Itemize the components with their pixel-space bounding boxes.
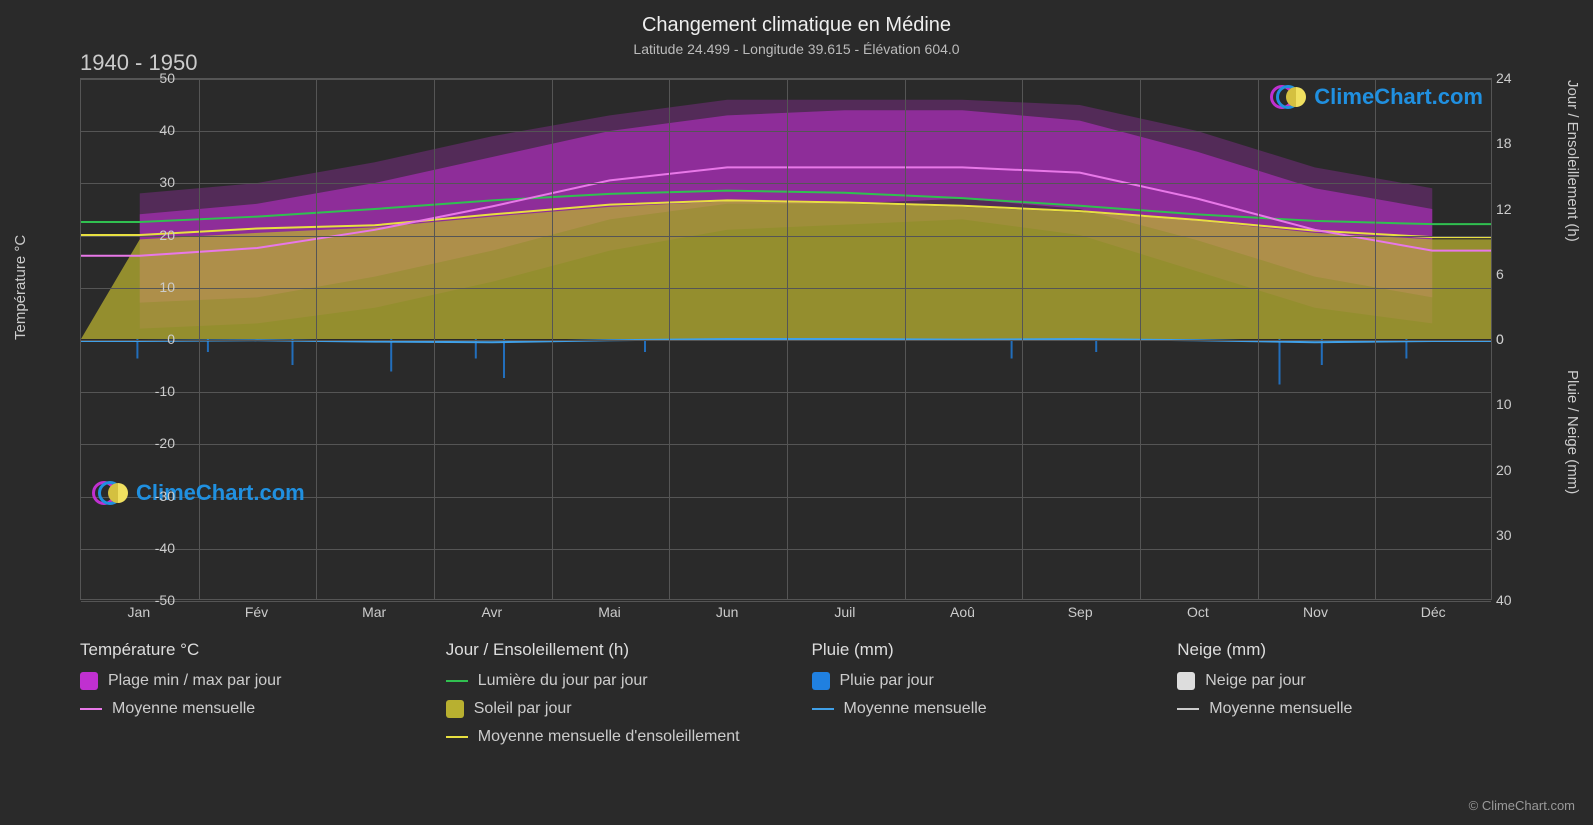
legend-line-icon [812, 708, 834, 710]
x-tick-month: Mai [598, 604, 621, 620]
chart-title: Changement climatique en Médine [0, 0, 1593, 37]
legend-line-icon [446, 736, 468, 738]
legend-item: Moyenne mensuelle d'ensoleillement [446, 728, 782, 746]
y-tick-right-bottom: 40 [1496, 592, 1512, 608]
y-tick-left: 30 [85, 174, 175, 190]
x-tick-month: Jan [128, 604, 151, 620]
legend-group: Température °C Plage min / max par jour Mo… [80, 640, 416, 756]
x-tick-month: Jun [716, 604, 739, 620]
x-tick-month: Sep [1068, 604, 1093, 620]
watermark-text: ClimeChart.com [1314, 84, 1483, 110]
legend-item: Pluie par jour [812, 672, 1148, 690]
legend-label: Moyenne mensuelle [1209, 700, 1352, 718]
legend-item: Soleil par jour [446, 700, 782, 718]
chart-svg [81, 79, 1491, 599]
legend-swatch-icon [1177, 672, 1195, 690]
x-tick-month: Fév [245, 604, 268, 620]
y-tick-right-bottom: 10 [1496, 396, 1512, 412]
legend-label: Plage min / max par jour [108, 672, 281, 690]
x-tick-month: Aoû [950, 604, 975, 620]
y-tick-right-top: 6 [1496, 266, 1504, 282]
y-tick-right-top: 12 [1496, 201, 1512, 217]
legend-item: Plage min / max par jour [80, 672, 416, 690]
legend-item: Moyenne mensuelle [812, 700, 1148, 718]
logo-icon [1270, 84, 1308, 110]
y-tick-right-top: 24 [1496, 70, 1512, 86]
legend-group: Jour / Ensoleillement (h) Lumière du jour… [446, 640, 782, 756]
plot-area [80, 78, 1492, 600]
y-axis-left-label: Température °C [12, 235, 29, 340]
y-tick-left: 40 [85, 122, 175, 138]
y-tick-left: 10 [85, 279, 175, 295]
y-tick-right-bottom: 30 [1496, 527, 1512, 543]
y-tick-left: 20 [85, 227, 175, 243]
legend-item: Lumière du jour par jour [446, 672, 782, 690]
copyright: © ClimeChart.com [1469, 798, 1575, 813]
y-tick-left: -10 [85, 383, 175, 399]
legend-group-title: Pluie (mm) [812, 640, 1148, 660]
climate-chart: Changement climatique en Médine Latitude… [0, 0, 1593, 825]
y-tick-left: 50 [85, 70, 175, 86]
y-tick-left: 0 [85, 331, 175, 347]
legend-group: Neige (mm) Neige par jour Moyenne mensuell… [1177, 640, 1513, 756]
chart-subtitle: Latitude 24.499 - Longitude 39.615 - Élé… [0, 37, 1593, 57]
legend-group-title: Neige (mm) [1177, 640, 1513, 660]
legend-label: Neige par jour [1205, 672, 1306, 690]
legend-label: Moyenne mensuelle [844, 700, 987, 718]
y-tick-left: -20 [85, 435, 175, 451]
legend-swatch-icon [812, 672, 830, 690]
legend-label: Moyenne mensuelle d'ensoleillement [478, 728, 740, 746]
y-tick-right-bottom: 20 [1496, 462, 1512, 478]
watermark-top: ClimeChart.com [1270, 84, 1483, 110]
y-axis-right-bottom-label: Pluie / Neige (mm) [1564, 370, 1581, 494]
x-tick-month: Nov [1303, 604, 1328, 620]
y-tick-right-top: 18 [1496, 135, 1512, 151]
x-tick-month: Déc [1421, 604, 1446, 620]
y-axis-right-top-label: Jour / Ensoleillement (h) [1564, 80, 1581, 242]
y-tick-right-bottom: 0 [1496, 331, 1504, 347]
legend-group-title: Température °C [80, 640, 416, 660]
legend-label: Lumière du jour par jour [478, 672, 648, 690]
legend-line-icon [80, 708, 102, 710]
legend-label: Soleil par jour [474, 700, 572, 718]
legend-group: Pluie (mm) Pluie par jour Moyenne mensuell… [812, 640, 1148, 756]
legend-swatch-icon [80, 672, 98, 690]
x-tick-month: Oct [1187, 604, 1209, 620]
legend-label: Pluie par jour [840, 672, 934, 690]
legend-label: Moyenne mensuelle [112, 700, 255, 718]
legend-line-icon [446, 680, 468, 682]
x-tick-month: Mar [362, 604, 386, 620]
x-tick-month: Juil [834, 604, 855, 620]
legend-line-icon [1177, 708, 1199, 710]
legend-group-title: Jour / Ensoleillement (h) [446, 640, 782, 660]
legend-swatch-icon [446, 700, 464, 718]
y-tick-left: -30 [85, 488, 175, 504]
y-tick-left: -40 [85, 540, 175, 556]
legend: Température °C Plage min / max par jour Mo… [80, 640, 1513, 756]
x-tick-month: Avr [481, 604, 502, 620]
legend-item: Moyenne mensuelle [1177, 700, 1513, 718]
legend-item: Neige par jour [1177, 672, 1513, 690]
legend-item: Moyenne mensuelle [80, 700, 416, 718]
